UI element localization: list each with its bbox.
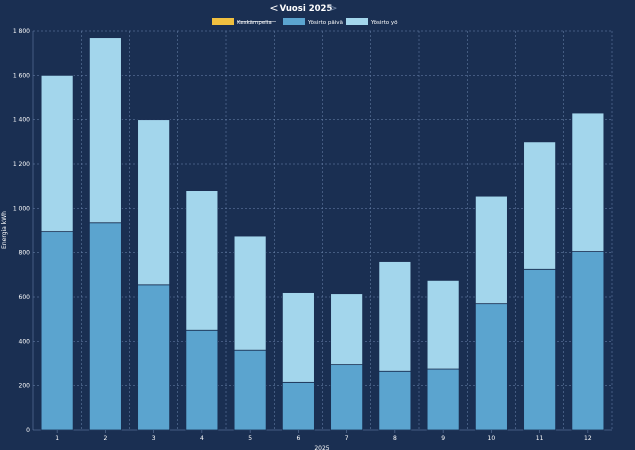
x-tick-label: 8 <box>393 435 397 442</box>
chevron-right-icon[interactable]: > <box>328 2 337 15</box>
x-tick-label: 4 <box>200 435 204 442</box>
bar-segment-night-9[interactable] <box>426 279 460 370</box>
bar-segment-night-6[interactable] <box>281 292 315 383</box>
x-tick-label: 1 <box>55 435 59 442</box>
bar-segment-day-8[interactable] <box>378 370 412 431</box>
y-tick-label: 1 800 <box>13 28 30 35</box>
y-tick-label: 0 <box>26 427 30 434</box>
chevron-left-icon[interactable]: < <box>269 2 278 15</box>
legend-label: Yösirto yö <box>370 20 398 26</box>
y-tick-label: 200 <box>19 383 31 390</box>
bar-segment-day-3[interactable] <box>137 284 171 431</box>
bar-segment-day-5[interactable] <box>233 349 267 431</box>
x-tick-label: 10 <box>488 435 496 442</box>
bar-segment-night-4[interactable] <box>185 190 219 331</box>
bar-segment-night-2[interactable] <box>88 37 122 224</box>
legend-swatch <box>346 18 368 25</box>
legend-item-0[interactable]: Keskämpelia <box>212 18 276 26</box>
legend-swatch <box>212 18 234 25</box>
y-tick-label: 1 000 <box>13 205 30 212</box>
bar-segment-day-12[interactable] <box>571 251 605 431</box>
bar-segment-day-9[interactable] <box>426 368 460 431</box>
legend-label: Yösirto päivä <box>307 20 343 26</box>
x-tick-label: 5 <box>248 435 252 442</box>
bar-segment-night-8[interactable] <box>378 261 412 372</box>
x-axis-label: 2025 <box>314 445 329 450</box>
bar-segment-night-1[interactable] <box>40 74 74 233</box>
y-tick-label: 1 200 <box>13 161 30 168</box>
bar-segment-day-10[interactable] <box>474 303 508 431</box>
chart-header: < Vuosi 2025 > <box>269 2 337 15</box>
x-tick-label: 12 <box>584 435 592 442</box>
y-axis-ticks: 0 200 400 600 800 1 000 1 200 1 400 1 600 1 800 <box>13 28 30 434</box>
y-tick-label: 1 600 <box>13 72 30 79</box>
bar-segment-day-7[interactable] <box>330 364 364 431</box>
bar-segment-night-12[interactable] <box>571 112 605 252</box>
x-tick-label: 11 <box>536 435 544 442</box>
x-tick-label: 3 <box>152 435 156 442</box>
x-tick-label: 7 <box>345 435 349 442</box>
y-tick-label: 600 <box>19 294 31 301</box>
chart-legend: Keskämpelia Yösirto päivä Yösirto yö <box>212 18 398 26</box>
bar-segment-night-11[interactable] <box>523 141 557 270</box>
chart-grid <box>32 30 613 431</box>
y-tick-label: 400 <box>19 338 31 345</box>
legend-label: Keskämpelia <box>237 20 272 26</box>
x-tick-label: 9 <box>441 435 445 442</box>
y-tick-label: 1 400 <box>13 117 30 124</box>
y-axis-label: Energia kWh <box>1 211 8 249</box>
legend-item-1[interactable]: Yösirto päivä <box>283 18 343 26</box>
x-axis-ticks: 1 2 3 4 5 6 7 8 9 10 11 12 <box>55 430 592 442</box>
bar-segment-day-2[interactable] <box>88 222 122 431</box>
y-tick-label: 800 <box>19 250 31 257</box>
bar-segment-day-4[interactable] <box>185 329 219 431</box>
bar-segment-night-3[interactable] <box>137 119 171 286</box>
x-tick-label: 2 <box>103 435 107 442</box>
legend-item-2[interactable]: Yösirto yö <box>346 18 398 26</box>
bar-segment-night-5[interactable] <box>233 235 267 351</box>
bar-segment-night-10[interactable] <box>474 195 508 305</box>
x-tick-label: 6 <box>296 435 300 442</box>
bar-segment-day-11[interactable] <box>523 268 557 431</box>
bar-segment-day-1[interactable] <box>40 231 74 431</box>
bar-segment-day-6[interactable] <box>281 381 315 431</box>
chart-bars <box>40 37 605 431</box>
bar-segment-night-7[interactable] <box>330 293 364 366</box>
page-title: Vuosi 2025 <box>280 4 333 14</box>
legend-swatch <box>283 18 305 25</box>
